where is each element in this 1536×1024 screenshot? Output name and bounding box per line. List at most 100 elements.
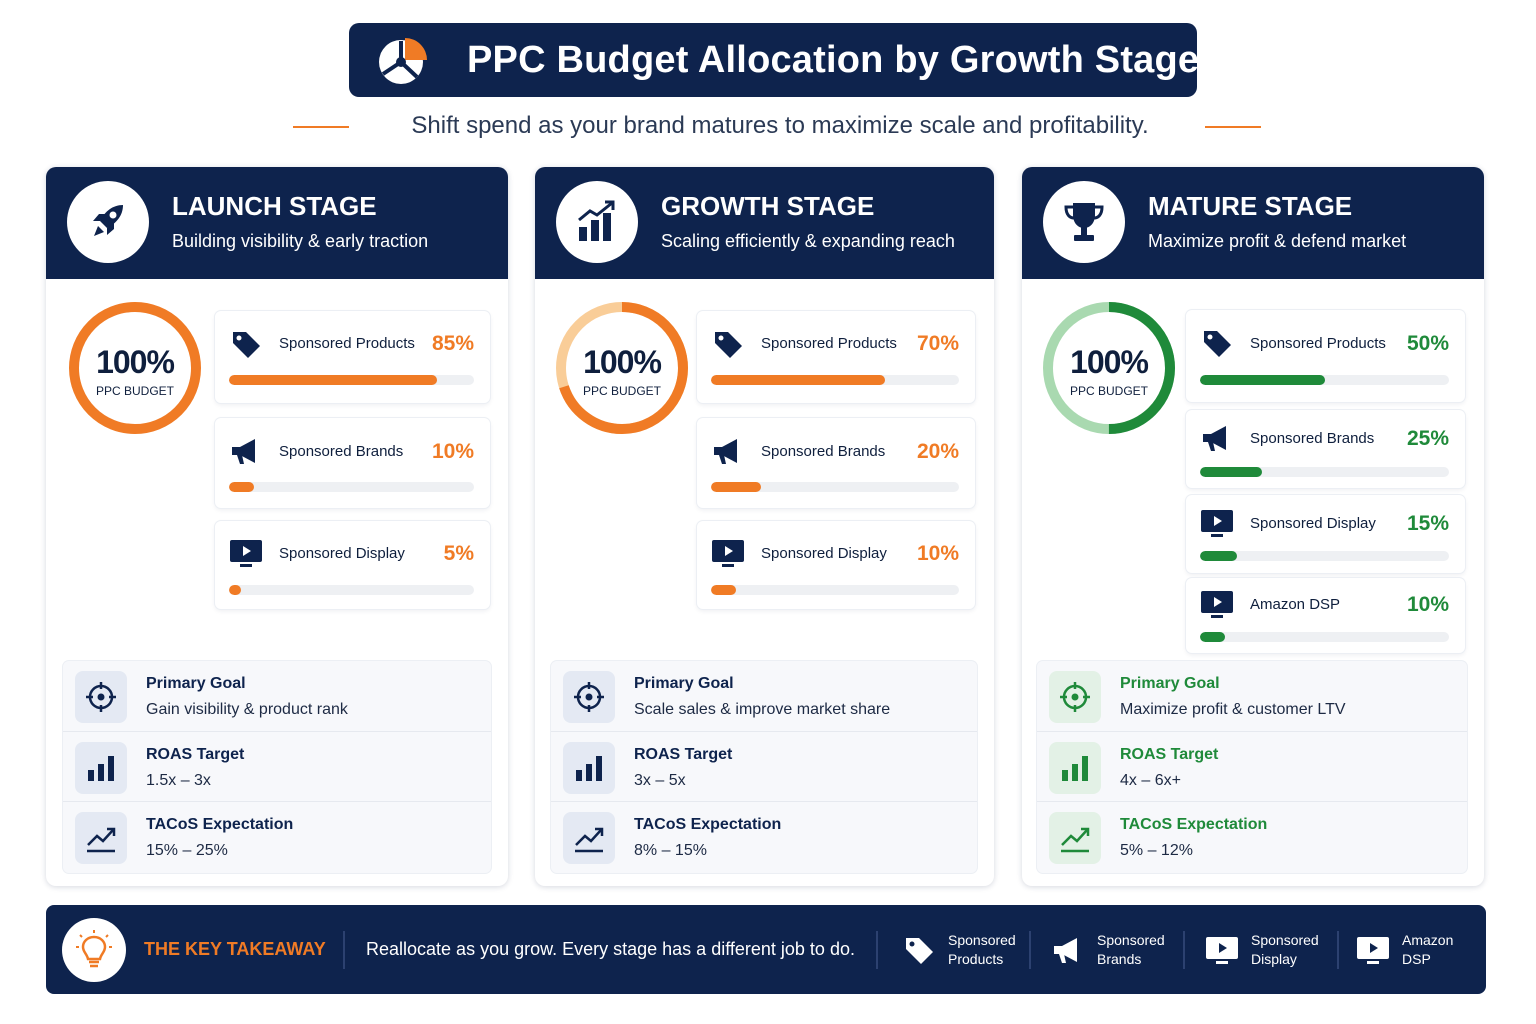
takeaway-title: THE KEY TAKEAWAY	[144, 939, 326, 959]
divider	[1183, 931, 1185, 969]
channel-bar-fill	[229, 585, 242, 595]
channel-bar-fill	[1200, 375, 1325, 385]
legend-label: Sponsored	[948, 932, 1016, 948]
page-subtitle: Shift spend as your brand matures to max…	[411, 112, 1149, 139]
channel-percent: 85%	[431, 332, 474, 355]
goal-icon-box	[75, 671, 127, 723]
channel-name: Sponsored Brands	[761, 443, 886, 460]
channel-bar-track	[1200, 632, 1449, 642]
bar-chart-icon	[576, 756, 602, 781]
goal-icon-box	[1049, 742, 1101, 794]
page-title: PPC Budget Allocation by Growth Stage	[467, 39, 1200, 81]
channel-name: Sponsored Products	[761, 335, 897, 352]
channel-name: Sponsored Display	[1250, 515, 1376, 532]
channel-bar-track	[229, 375, 474, 385]
budget-label: PPC BUDGET	[582, 384, 661, 398]
goal-value: Gain visibility & product rank	[146, 701, 348, 718]
budget-percent: 100%	[96, 344, 175, 380]
monitor-play-icon	[1201, 591, 1233, 618]
channel-card: Amazon DSP 10%	[1186, 578, 1465, 653]
legend-label: Sponsored	[1251, 932, 1319, 948]
channel-bar-fill	[711, 585, 736, 595]
divider	[876, 931, 878, 969]
channel-percent: 5%	[443, 542, 474, 565]
channel-percent: 70%	[916, 332, 959, 355]
channel-card: Sponsored Brands 20%	[697, 418, 975, 508]
stage-icon-circle	[556, 181, 638, 263]
stage-icon-circle	[1043, 181, 1125, 263]
goal-title: Primary Goal	[146, 675, 246, 692]
channel-name: Sponsored Brands	[1250, 430, 1375, 447]
stage-header: LAUNCH STAGE Building visibility & early…	[46, 167, 508, 279]
stage-description: Maximize profit & defend market	[1148, 231, 1407, 251]
divider	[1029, 931, 1031, 969]
rocket-icon	[93, 205, 123, 236]
subtitle-rule-right	[1205, 126, 1261, 128]
goal-value: 1.5x – 3x	[146, 772, 211, 789]
budget-percent: 100%	[1070, 344, 1149, 380]
subtitle-rule-left	[293, 126, 349, 128]
channel-percent: 10%	[916, 542, 959, 565]
goal-icon-box	[75, 812, 127, 864]
channel-name: Sponsored Products	[279, 335, 415, 352]
tag-icon	[233, 332, 260, 358]
channel-name: Sponsored Brands	[279, 443, 404, 460]
budget-donut: 100% PPC BUDGET	[1041, 300, 1177, 436]
bulb-icon-circle	[62, 918, 126, 982]
goal-title: ROAS Target	[1120, 746, 1219, 763]
channel-card: Sponsored Brands 10%	[215, 418, 490, 508]
target-icon	[1060, 682, 1090, 712]
goal-value: 4x – 6x+	[1120, 772, 1181, 789]
goal-title: ROAS Target	[634, 746, 733, 763]
stage-title: MATURE STAGE	[1148, 191, 1353, 221]
goal-row-roas: ROAS Target 1.5x – 3x	[63, 731, 491, 799]
bar-chart-icon	[88, 756, 114, 781]
monitor-play-icon	[1206, 937, 1238, 964]
channel-bar-fill	[1200, 467, 1263, 477]
stage-card-growth: GROWTH STAGE Scaling efficiently & expan…	[535, 167, 994, 886]
goal-row-tacos: TACoS Expectation 15% – 25%	[63, 801, 491, 869]
goal-row-tacos: TACoS Expectation 8% – 15%	[551, 801, 977, 869]
goal-title: TACoS Expectation	[1120, 816, 1268, 833]
stage-title: LAUNCH STAGE	[172, 191, 377, 221]
channel-name: Sponsored Display	[761, 545, 887, 562]
channel-name: Amazon DSP	[1250, 596, 1341, 613]
megaphone-icon	[232, 439, 255, 464]
goal-title: TACoS Expectation	[634, 816, 782, 833]
goal-row-primary: Primary Goal Scale sales & improve marke…	[551, 661, 977, 729]
channel-bar-track	[711, 482, 959, 492]
goal-value: 8% – 15%	[634, 842, 707, 859]
goal-icon-box	[75, 742, 127, 794]
goals-panel: Primary Goal Scale sales & improve marke…	[551, 661, 977, 873]
stage-title: GROWTH STAGE	[661, 191, 875, 221]
channel-bar-track	[229, 585, 474, 595]
budget-label: PPC BUDGET	[95, 384, 174, 398]
donut-ring	[556, 302, 688, 434]
goal-value: 5% – 12%	[1120, 842, 1193, 859]
channel-percent: 10%	[1406, 593, 1449, 616]
channel-bar-track	[711, 585, 959, 595]
budget-percent: 100%	[583, 344, 662, 380]
trend-line-icon	[1061, 827, 1090, 853]
goal-icon-box	[563, 671, 615, 723]
stage-header: GROWTH STAGE Scaling efficiently & expan…	[535, 167, 994, 279]
stage-card-launch: LAUNCH STAGE Building visibility & early…	[46, 167, 508, 886]
channel-bar-fill	[711, 375, 885, 385]
donut-ring	[69, 302, 201, 434]
goal-title: TACoS Expectation	[146, 816, 294, 833]
channel-percent: 25%	[1406, 427, 1449, 450]
budget-label: PPC BUDGET	[1069, 384, 1148, 398]
stage-icon-circle	[67, 181, 149, 263]
goal-icon-box	[563, 812, 615, 864]
goal-row-primary: Primary Goal Maximize profit & customer …	[1037, 661, 1467, 729]
channel-card: Sponsored Brands 25%	[1186, 410, 1465, 488]
megaphone-icon	[1054, 938, 1077, 963]
key-takeaway-bar: THE KEY TAKEAWAY Reallocate as you grow.…	[46, 905, 1486, 994]
goal-title: Primary Goal	[634, 675, 734, 692]
legend-label: Products	[948, 951, 1004, 967]
channel-name: Sponsored Products	[1250, 335, 1386, 352]
channel-name: Sponsored Display	[279, 545, 405, 562]
channel-bar-track	[1200, 551, 1449, 561]
channel-card: Sponsored Products 85%	[215, 311, 490, 403]
goal-icon-box	[1049, 671, 1101, 723]
